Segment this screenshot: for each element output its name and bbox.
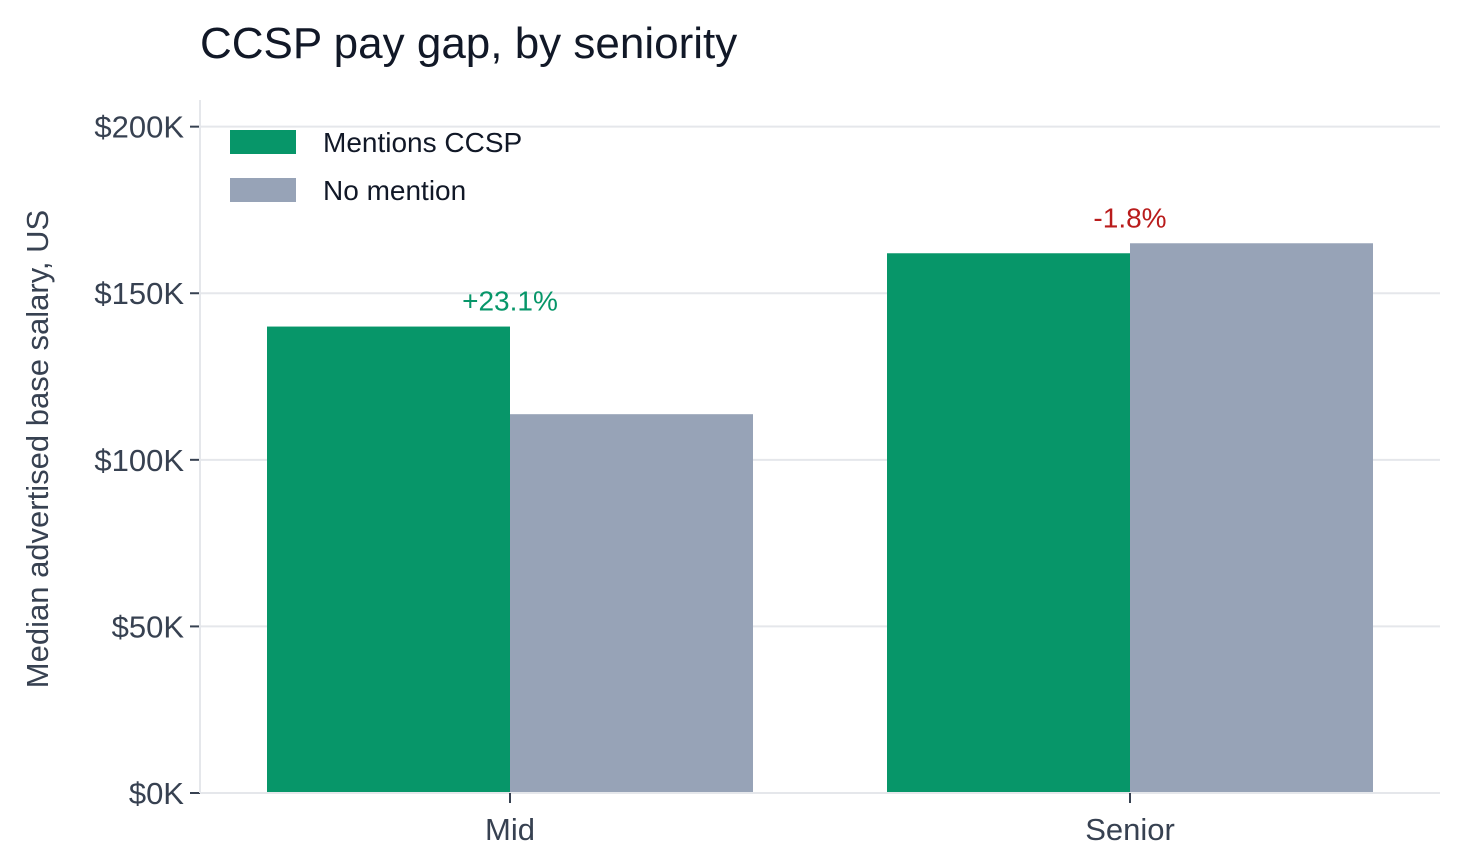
chart-title: CCSP pay gap, by seniority — [200, 19, 737, 68]
y-tick-label: $100K — [94, 443, 184, 478]
bar — [267, 326, 510, 793]
legend-swatch — [230, 178, 296, 202]
y-tick-label: $150K — [94, 276, 184, 311]
bar — [1130, 243, 1373, 794]
x-tick-label: Mid — [485, 812, 535, 847]
y-axis-label: Median advertised base salary, US — [20, 210, 55, 688]
legend-label: Mentions CCSP — [323, 127, 522, 158]
bars — [267, 243, 1373, 794]
y-tick-label: $50K — [112, 609, 185, 644]
legend: Mentions CCSP No mention — [230, 127, 522, 206]
legend-label: No mention — [323, 175, 466, 206]
annotations: +23.1% -1.8% — [462, 202, 1166, 316]
legend-swatch — [230, 130, 296, 154]
bar-annotation: -1.8% — [1093, 202, 1166, 233]
axes: $0K $50K $100K $150K $200K Mid Senior — [94, 100, 1440, 847]
bar — [887, 253, 1130, 793]
bar-annotation: +23.1% — [462, 286, 558, 317]
y-tick-label: $200K — [94, 110, 184, 145]
y-tick-label: $0K — [129, 776, 184, 811]
x-tick-label: Senior — [1085, 812, 1175, 847]
bar — [510, 414, 753, 793]
